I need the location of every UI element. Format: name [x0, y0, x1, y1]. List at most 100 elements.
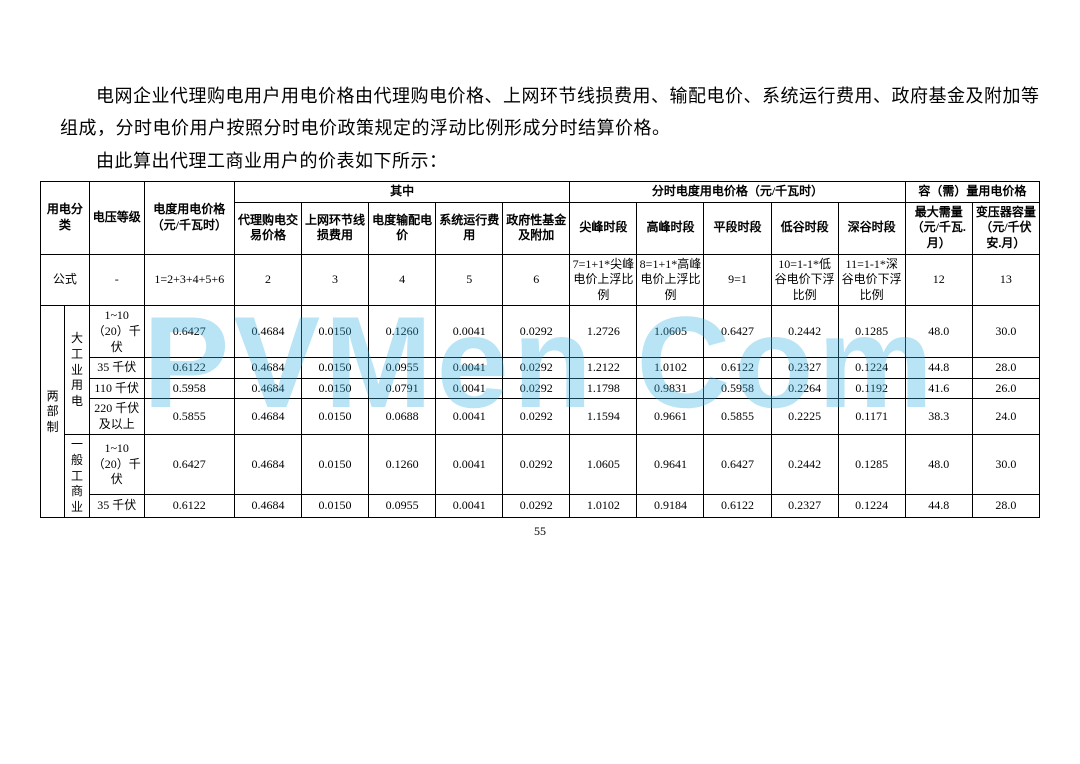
- formula-label: 公式: [41, 254, 90, 306]
- formula-c4: 4: [369, 254, 436, 306]
- cell-p: 0.5958: [144, 378, 234, 399]
- cell-cp: 30.0: [972, 306, 1039, 358]
- header-cap-label: 变压器容量: [976, 205, 1036, 219]
- cell-pk2: 0.9641: [637, 435, 704, 494]
- cell-fl: 0.6427: [704, 435, 771, 494]
- page-content: 电网企业代理购电用户用电价格由代理购电价格、上网环节线损费用、输配电价、系统运行…: [0, 0, 1080, 559]
- cell-dp: 0.1224: [838, 494, 905, 518]
- cell-cp: 28.0: [972, 358, 1039, 379]
- cell-vl: 1~10（20）千伏: [89, 435, 144, 494]
- cell-fl: 0.5958: [704, 378, 771, 399]
- cell-pk2: 1.0605: [637, 306, 704, 358]
- cell-dp: 0.1285: [838, 306, 905, 358]
- cell-cp: 30.0: [972, 435, 1039, 494]
- cell-fl: 0.6122: [704, 494, 771, 518]
- header-trans: 电度输配电价: [369, 202, 436, 254]
- formula-row: 公式 - 1=2+3+4+5+6 2 3 4 5 6 7=1+1*尖峰电价上浮比…: [41, 254, 1040, 306]
- table-row: 220 千伏及以上 0.5855 0.4684 0.0150 0.0688 0.…: [41, 399, 1040, 435]
- cell-mx: 44.8: [905, 358, 972, 379]
- formula-c8: 8=1+1*高峰电价上浮比例: [637, 254, 704, 306]
- cell-pk1: 1.2122: [570, 358, 637, 379]
- cell-pk1: 1.0605: [570, 435, 637, 494]
- cell-g: 0.0292: [503, 435, 570, 494]
- cell-pk2: 0.9184: [637, 494, 704, 518]
- cell-a: 0.4684: [234, 378, 301, 399]
- cell-l: 0.0150: [302, 494, 369, 518]
- cell-a: 0.4684: [234, 306, 301, 358]
- cell-s: 0.0041: [436, 378, 503, 399]
- cell-l: 0.0150: [302, 399, 369, 435]
- header-span-cap: 容（需）量用电价格: [905, 182, 1039, 203]
- table-row: 110 千伏 0.5958 0.4684 0.0150 0.0791 0.004…: [41, 378, 1040, 399]
- cell-cp: 28.0: [972, 494, 1039, 518]
- cell-g: 0.0292: [503, 306, 570, 358]
- formula-c11: 11=1-1*深谷电价下浮比例: [838, 254, 905, 306]
- header-span-of: 其中: [234, 182, 569, 203]
- cell-s: 0.0041: [436, 435, 503, 494]
- cell-mx: 38.3: [905, 399, 972, 435]
- cell-dp: 0.1285: [838, 435, 905, 494]
- cell-cp: 26.0: [972, 378, 1039, 399]
- cell-dp: 0.1224: [838, 358, 905, 379]
- cell-s: 0.0041: [436, 306, 503, 358]
- cell-fl: 0.6427: [704, 306, 771, 358]
- cell-dp: 0.1192: [838, 378, 905, 399]
- table-row: 一般工商业 1~10（20）千伏 0.6427 0.4684 0.0150 0.…: [41, 435, 1040, 494]
- header-loss: 上网环节线损费用: [302, 202, 369, 254]
- cell-pk1: 1.1798: [570, 378, 637, 399]
- cell-vy: 0.2442: [771, 435, 838, 494]
- header-peak2: 高峰时段: [637, 202, 704, 254]
- header-flat: 平段时段: [704, 202, 771, 254]
- cell-l: 0.0150: [302, 435, 369, 494]
- cell-cp: 24.0: [972, 399, 1039, 435]
- cell-pk2: 0.9831: [637, 378, 704, 399]
- header-category: 用电分类: [41, 182, 90, 254]
- header-deep: 深谷时段: [838, 202, 905, 254]
- header-cap: 变压器容量 （元/千伏安.月）: [972, 202, 1039, 254]
- header-sys: 系统运行费用: [436, 202, 503, 254]
- header-agent: 代理购电交易价格: [234, 202, 301, 254]
- cell-t: 0.0791: [369, 378, 436, 399]
- cell-mx: 48.0: [905, 306, 972, 358]
- intro-paragraph-1: 电网企业代理购电用户用电价格由代理购电价格、上网环节线损费用、输配电价、系统运行…: [60, 80, 1040, 145]
- cell-a: 0.4684: [234, 399, 301, 435]
- formula-c7: 7=1+1*尖峰电价上浮比例: [570, 254, 637, 306]
- cell-pk1: 1.2726: [570, 306, 637, 358]
- formula-c5: 5: [436, 254, 503, 306]
- cell-vy: 0.2442: [771, 306, 838, 358]
- cell-t: 0.1260: [369, 306, 436, 358]
- formula-c1: 1=2+3+4+5+6: [144, 254, 234, 306]
- cell-pk2: 1.0102: [637, 358, 704, 379]
- cell-vy: 0.2327: [771, 494, 838, 518]
- cell-p: 0.6122: [144, 494, 234, 518]
- formula-c12: 12: [905, 254, 972, 306]
- header-max-unit: （元/千瓦.月）: [912, 220, 966, 250]
- cell-pk1: 1.1594: [570, 399, 637, 435]
- cell-t: 0.0955: [369, 358, 436, 379]
- cell-vy: 0.2225: [771, 399, 838, 435]
- table-header-row-1: 用电分类 电压等级 电度用电价格（元/千瓦时） 其中 分时电度用电价格（元/千瓦…: [41, 182, 1040, 203]
- intro-paragraph-2: 由此算出代理工商业用户的价表如下所示：: [60, 145, 1040, 177]
- cell-t: 0.0955: [369, 494, 436, 518]
- cell-l: 0.0150: [302, 306, 369, 358]
- formula-c6: 6: [503, 254, 570, 306]
- formula-dash: -: [89, 254, 144, 306]
- cell-pk2: 0.9661: [637, 399, 704, 435]
- cell-vy: 0.2327: [771, 358, 838, 379]
- group-general-commercial: 一般工商业: [65, 435, 89, 518]
- cell-vl: 35 千伏: [89, 494, 144, 518]
- cell-dp: 0.1171: [838, 399, 905, 435]
- header-gov: 政府性基金及附加: [503, 202, 570, 254]
- cell-vl: 110 千伏: [89, 378, 144, 399]
- header-max: 最大需量 （元/千瓦.月）: [905, 202, 972, 254]
- cell-t: 0.1260: [369, 435, 436, 494]
- cell-mx: 48.0: [905, 435, 972, 494]
- cell-p: 0.6427: [144, 435, 234, 494]
- formula-c13: 13: [972, 254, 1039, 306]
- page-number: 55: [40, 524, 1040, 539]
- header-voltage: 电压等级: [89, 182, 144, 254]
- price-table: 用电分类 电压等级 电度用电价格（元/千瓦时） 其中 分时电度用电价格（元/千瓦…: [40, 181, 1040, 518]
- section-two-part: 两部制: [41, 306, 65, 518]
- cell-a: 0.4684: [234, 494, 301, 518]
- formula-c10: 10=1-1*低谷电价下浮比例: [771, 254, 838, 306]
